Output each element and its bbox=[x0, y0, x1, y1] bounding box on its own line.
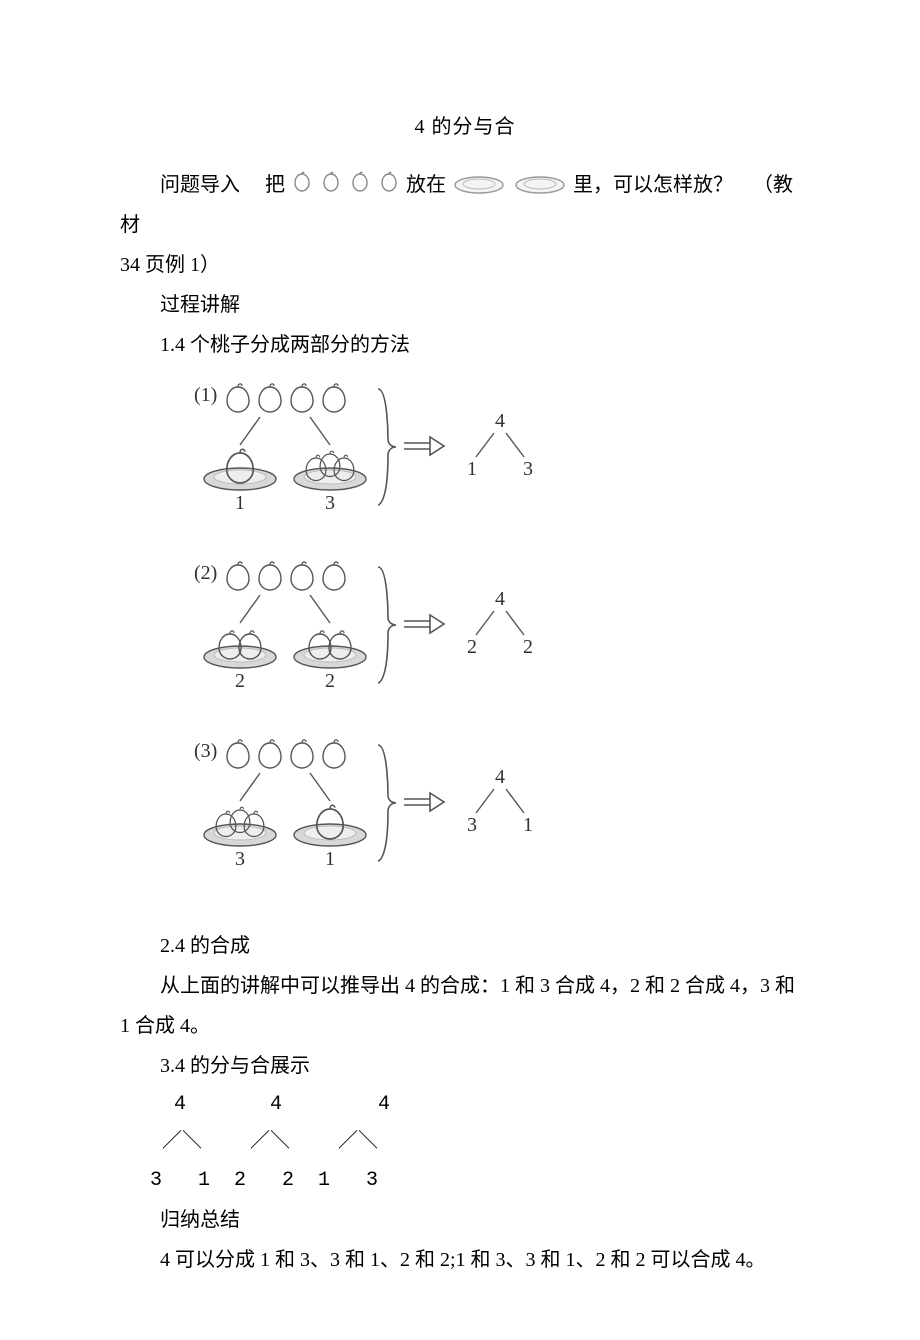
decomposition-diagram: (1) 1 3 4 1 3 (2) 2 2 4 2 2 (3) 3 1 4 3 1 bbox=[160, 375, 810, 920]
intro-mid: 放在 bbox=[406, 174, 446, 196]
summary-body: 4 可以分成 1 和 3、3 和 1、2 和 2;1 和 3、3 和 1、2 和… bbox=[120, 1240, 810, 1280]
peach-icon bbox=[348, 171, 372, 193]
plate-icon bbox=[512, 173, 568, 195]
svg-text:2: 2 bbox=[325, 670, 335, 692]
svg-text:3: 3 bbox=[325, 492, 335, 514]
svg-text:4: 4 bbox=[495, 588, 505, 610]
section-2-body: 从上面的讲解中可以推导出 4 的合成：1 和 3 合成 4，2 和 2 合成 4… bbox=[120, 966, 810, 1006]
intro-line-2: 34 页例 1） bbox=[120, 245, 810, 285]
svg-text:1: 1 bbox=[325, 848, 335, 870]
svg-text:3: 3 bbox=[235, 848, 245, 870]
svg-text:1: 1 bbox=[467, 458, 477, 480]
diagram-row: (1) 1 3 4 1 3 bbox=[194, 384, 533, 514]
tree-row-1: 4 4 4 bbox=[150, 1086, 810, 1124]
section-2-body-2: 1 合成 4。 bbox=[120, 1006, 810, 1046]
peach-icon bbox=[377, 171, 401, 193]
plate-icon bbox=[451, 173, 507, 195]
diagram-row: (2) 2 2 4 2 2 bbox=[194, 562, 533, 692]
page: 4 的分与合 问题导入 把 放在 里，可以怎样放？ （教材 34 页例 1） 过… bbox=[0, 0, 920, 1340]
svg-text:1: 1 bbox=[523, 814, 533, 836]
svg-text:4: 4 bbox=[495, 766, 505, 788]
peach-icon bbox=[319, 171, 343, 193]
peach-icon bbox=[290, 171, 314, 193]
section-1-title: 1.4 个桃子分成两部分的方法 bbox=[120, 325, 810, 365]
section-process: 过程讲解 bbox=[120, 285, 810, 325]
diagram-row: (3) 3 1 4 3 1 bbox=[194, 740, 533, 870]
svg-text:2: 2 bbox=[235, 670, 245, 692]
svg-text:(2): (2) bbox=[194, 562, 217, 584]
tree-row-3: 3 1 2 2 1 3 bbox=[150, 1162, 810, 1200]
svg-text:3: 3 bbox=[523, 458, 533, 480]
svg-text:(1): (1) bbox=[194, 384, 217, 406]
svg-text:4: 4 bbox=[495, 410, 505, 432]
svg-text:2: 2 bbox=[523, 636, 533, 658]
svg-text:3: 3 bbox=[467, 814, 477, 836]
tree-row-2: ／＼ ／＼ ／＼ bbox=[150, 1124, 810, 1162]
svg-text:2: 2 bbox=[467, 636, 477, 658]
intro-prefix: 问题导入 把 bbox=[160, 174, 285, 196]
page-title: 4 的分与合 bbox=[120, 110, 810, 139]
section-3-title: 3.4 的分与合展示 bbox=[120, 1046, 810, 1086]
svg-text:(3): (3) bbox=[194, 740, 217, 762]
diagram-svg: (1) 1 3 4 1 3 (2) 2 2 4 2 2 (3) 3 1 4 3 1 bbox=[160, 375, 580, 915]
section-summary: 归纳总结 bbox=[120, 1200, 810, 1240]
section-2-title: 2.4 的合成 bbox=[120, 926, 810, 966]
svg-text:1: 1 bbox=[235, 492, 245, 514]
intro-line-1: 问题导入 把 放在 里，可以怎样放？ （教材 bbox=[120, 165, 810, 245]
